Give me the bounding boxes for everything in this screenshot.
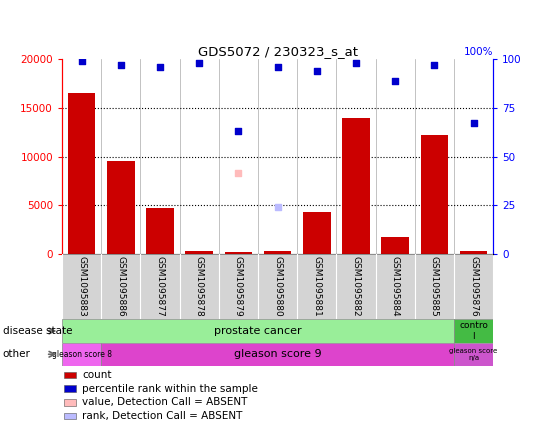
Point: [351, 60, 360, 66]
Point: [156, 63, 164, 70]
Bar: [258, 254, 297, 319]
Bar: [62, 343, 101, 366]
Bar: [303, 212, 330, 254]
Point: [469, 120, 478, 127]
Text: GSM1095877: GSM1095877: [155, 256, 164, 316]
Bar: [454, 319, 493, 343]
Text: gleason score 9: gleason score 9: [234, 349, 321, 359]
Point: [273, 204, 282, 211]
Bar: [107, 161, 135, 254]
Text: GSM1095882: GSM1095882: [351, 256, 361, 316]
Text: contro
l: contro l: [459, 321, 488, 341]
Bar: [101, 254, 140, 319]
Bar: [415, 254, 454, 319]
Bar: [382, 237, 409, 254]
Bar: [68, 93, 95, 254]
Text: GSM1095878: GSM1095878: [195, 256, 204, 316]
Bar: [336, 254, 376, 319]
Text: percentile rank within the sample: percentile rank within the sample: [82, 384, 258, 394]
Bar: [264, 251, 291, 254]
Text: GSM1095883: GSM1095883: [77, 256, 86, 316]
Bar: [297, 254, 336, 319]
Bar: [179, 254, 219, 319]
Bar: [219, 254, 258, 319]
Bar: [62, 254, 101, 319]
Bar: [376, 254, 415, 319]
Text: GSM1095886: GSM1095886: [116, 256, 125, 316]
Text: disease state: disease state: [3, 326, 72, 336]
Point: [313, 68, 321, 74]
Title: GDS5072 / 230323_s_at: GDS5072 / 230323_s_at: [198, 45, 357, 58]
Point: [430, 62, 439, 69]
Text: GSM1095881: GSM1095881: [312, 256, 321, 316]
Point: [195, 60, 204, 66]
Bar: [185, 251, 213, 254]
Point: [391, 77, 399, 84]
Bar: [225, 252, 252, 254]
Bar: [140, 254, 179, 319]
Point: [77, 58, 86, 65]
Point: [273, 63, 282, 70]
Text: GSM1095879: GSM1095879: [234, 256, 243, 316]
Bar: [460, 251, 487, 254]
Bar: [101, 343, 454, 366]
Point: [234, 128, 243, 135]
Bar: [342, 118, 370, 254]
Text: other: other: [3, 349, 31, 359]
Text: rank, Detection Call = ABSENT: rank, Detection Call = ABSENT: [82, 411, 243, 421]
Text: GSM1095885: GSM1095885: [430, 256, 439, 316]
Bar: [146, 208, 174, 254]
Text: gleason score
n/a: gleason score n/a: [450, 348, 497, 361]
Bar: [65, 385, 75, 392]
Text: gleason score 8: gleason score 8: [52, 350, 112, 359]
Text: GSM1095880: GSM1095880: [273, 256, 282, 316]
Bar: [65, 399, 75, 406]
Point: [234, 170, 243, 176]
Bar: [454, 254, 493, 319]
Text: GSM1095876: GSM1095876: [469, 256, 478, 316]
Bar: [454, 343, 493, 366]
Text: value, Detection Call = ABSENT: value, Detection Call = ABSENT: [82, 397, 247, 407]
Text: GSM1095884: GSM1095884: [391, 256, 400, 316]
Text: prostate cancer: prostate cancer: [214, 326, 302, 336]
Text: count: count: [82, 370, 112, 380]
Bar: [65, 413, 75, 420]
Text: 100%: 100%: [464, 47, 493, 57]
Bar: [65, 371, 75, 378]
Bar: [420, 135, 448, 254]
Point: [116, 62, 125, 69]
